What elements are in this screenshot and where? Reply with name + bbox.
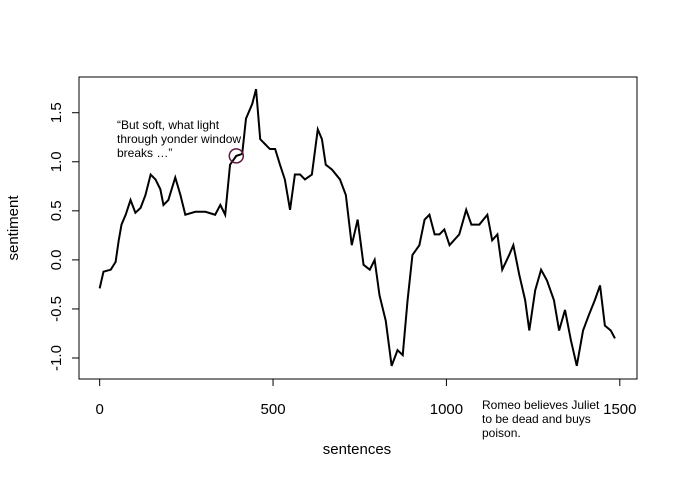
x-tick-label: 500 <box>261 401 286 418</box>
x-axis-label: sentences <box>323 441 391 458</box>
annotation-text: to be dead and buys <box>482 412 591 426</box>
sentiment-line <box>98 88 616 367</box>
annotation-text: Romeo believes Juliet <box>482 398 600 412</box>
x-tick-label: 0 <box>95 401 103 418</box>
annotation-text: breaks …” <box>117 146 172 160</box>
annotation-text: “But soft, what light <box>117 118 220 132</box>
annotation-text: poison. <box>482 426 521 440</box>
y-tick-label: 1.5 <box>48 102 65 123</box>
annotation-marker <box>228 148 245 164</box>
y-tick-label: 0.5 <box>48 200 65 221</box>
y-tick-label: -0.5 <box>48 296 65 322</box>
y-tick-label: 1.0 <box>48 151 65 172</box>
y-tick-label: -1.0 <box>48 345 65 371</box>
x-tick-label: 1000 <box>430 401 463 418</box>
y-tick-label: 0.0 <box>48 249 65 270</box>
x-tick-label: 1500 <box>603 401 636 418</box>
annotation-text: through yonder window <box>117 132 241 146</box>
y-axis-label: sentiment <box>5 195 22 261</box>
